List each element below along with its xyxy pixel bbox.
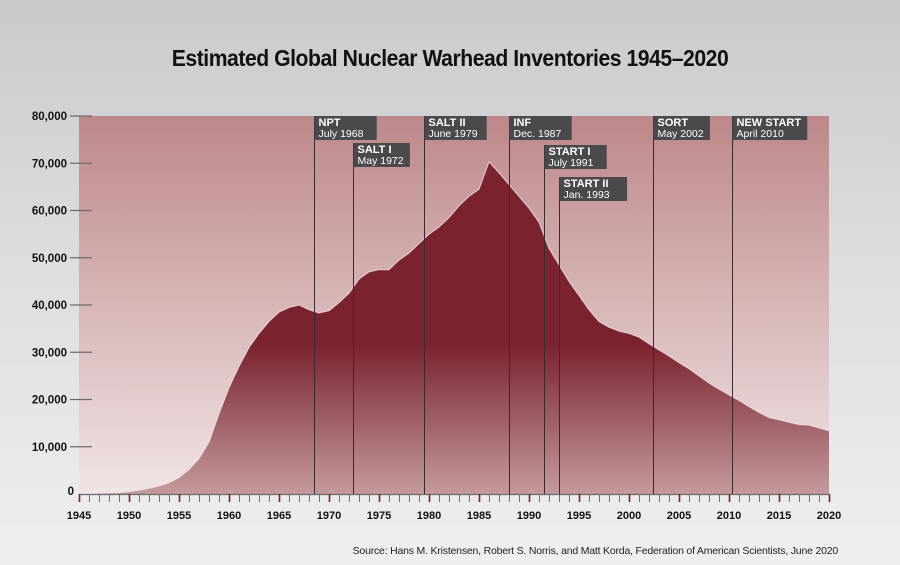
annotation-title: INF bbox=[514, 117, 532, 129]
annotation-date: May 1972 bbox=[358, 155, 404, 167]
x-tick-label: 2020 bbox=[817, 510, 841, 522]
y-tick-label: 80,000 bbox=[32, 111, 67, 123]
x-tick-label: 2015 bbox=[767, 510, 791, 522]
annotation-title: START II bbox=[564, 178, 609, 190]
annotation-date: July 1991 bbox=[549, 157, 594, 169]
y-tick-label: 10,000 bbox=[32, 442, 67, 454]
x-tick-label: 1975 bbox=[367, 510, 391, 522]
area-outline bbox=[78, 160, 830, 495]
annotation-date: April 2010 bbox=[737, 128, 784, 140]
annotation-box bbox=[732, 116, 808, 140]
x-tick-label: 1945 bbox=[67, 510, 91, 522]
y-tick-label: 0 bbox=[68, 486, 74, 498]
area-warheads bbox=[79, 161, 829, 495]
x-tick-label: 1955 bbox=[167, 510, 191, 522]
x-tick-label: 2000 bbox=[617, 510, 641, 522]
annotation-date: June 1979 bbox=[429, 128, 478, 140]
annotation-box bbox=[314, 116, 377, 140]
x-tick-label: 1995 bbox=[567, 510, 591, 522]
y-tick-label: 50,000 bbox=[32, 253, 67, 265]
y-tick-label: 70,000 bbox=[32, 158, 67, 170]
annotation-box bbox=[424, 116, 487, 140]
y-tick-label: 40,000 bbox=[32, 300, 67, 312]
x-tick-label: 2010 bbox=[717, 510, 741, 522]
y-tick-label: 20,000 bbox=[32, 395, 67, 407]
annotation-title: SALT II bbox=[429, 117, 466, 129]
x-tick-label: 2005 bbox=[667, 510, 691, 522]
y-tick-label: 30,000 bbox=[32, 347, 67, 359]
annotation-box bbox=[559, 177, 628, 201]
x-tick-label: 1985 bbox=[467, 510, 491, 522]
annotation-box bbox=[353, 143, 410, 167]
annotation-title: SORT bbox=[658, 117, 689, 129]
annotation-box bbox=[509, 116, 572, 140]
annotation-date: May 2002 bbox=[658, 128, 704, 140]
y-tick-label: 60,000 bbox=[32, 206, 67, 218]
annotation-box bbox=[653, 116, 710, 140]
annotation-title: START I bbox=[549, 146, 591, 158]
x-tick-label: 1990 bbox=[517, 510, 541, 522]
x-tick-label: 1965 bbox=[267, 510, 291, 522]
x-tick-label: 1970 bbox=[317, 510, 341, 522]
annotation-date: July 1968 bbox=[319, 128, 364, 140]
annotation-title: NPT bbox=[319, 117, 341, 129]
x-tick-label: 1960 bbox=[217, 510, 241, 522]
annotation-date: Jan. 1993 bbox=[564, 189, 610, 201]
annotation-date: Dec. 1987 bbox=[514, 128, 562, 140]
x-tick-label: 1950 bbox=[117, 510, 141, 522]
chart-title: Estimated Global Nuclear Warhead Invento… bbox=[171, 45, 729, 71]
annotation-box bbox=[544, 145, 607, 169]
annotation-title: NEW START bbox=[737, 117, 802, 129]
annotation-title: SALT I bbox=[358, 144, 392, 156]
x-tick-label: 1980 bbox=[417, 510, 441, 522]
source-note: Source: Hans M. Kristensen, Robert S. No… bbox=[352, 545, 839, 557]
